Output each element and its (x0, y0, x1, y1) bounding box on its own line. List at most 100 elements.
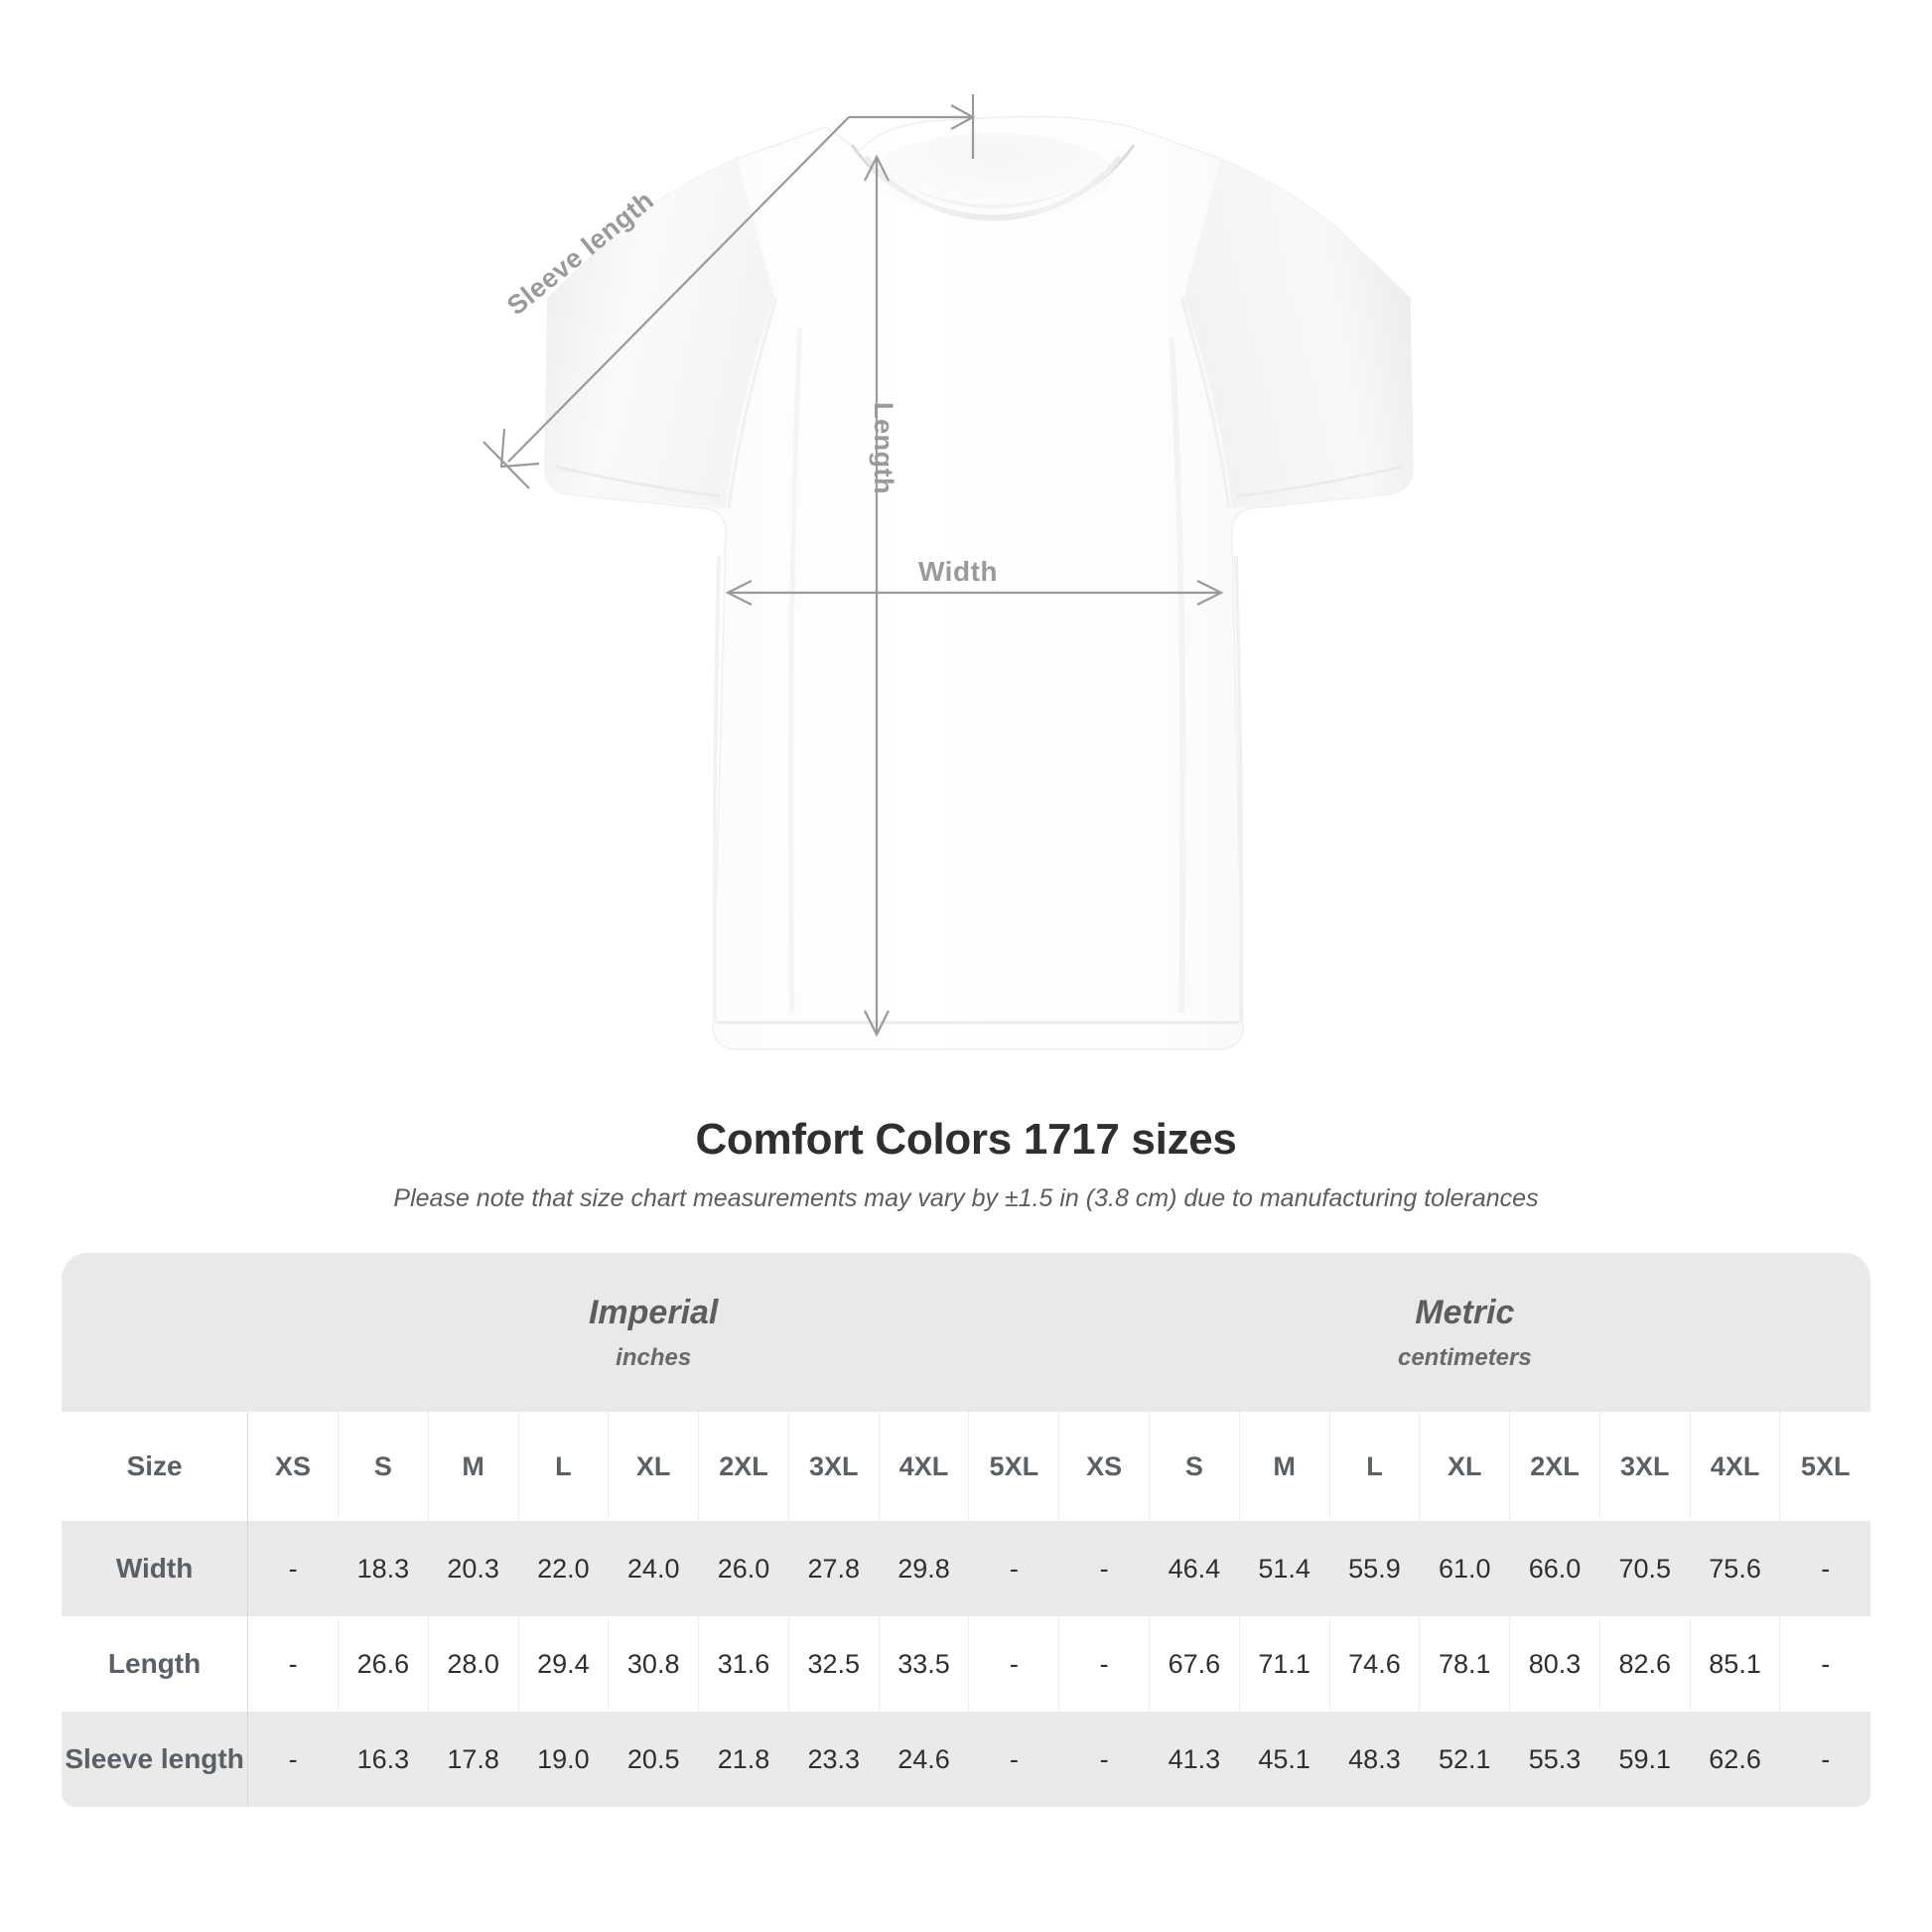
cell-length-imperial-xs: - (247, 1616, 339, 1712)
cell-width-metric-4xl: 75.6 (1690, 1521, 1781, 1616)
cell-sleeve-metric-l: 48.3 (1329, 1712, 1421, 1807)
unit-band-metric: Metric centimeters (1058, 1253, 1870, 1412)
cell-sleeve-metric-5xl: - (1779, 1712, 1870, 1807)
size-header-metric-s: S (1149, 1412, 1240, 1521)
size-table-wrapper: Imperial inches Metric centimeters Size … (0, 1253, 1932, 1807)
size-header-metric-xs: XS (1058, 1412, 1150, 1521)
size-header-metric-xl: XL (1419, 1412, 1511, 1521)
sleeve-length-arrow (483, 94, 976, 489)
unit-sub-imperial: inches (616, 1343, 692, 1371)
cell-width-imperial-l: 22.0 (518, 1521, 610, 1616)
cell-length-metric-4xl: 85.1 (1690, 1616, 1781, 1712)
shirt-shape (544, 115, 1414, 1050)
measurement-annotations (483, 94, 1224, 1037)
page-title: Comfort Colors 1717 sizes (695, 1115, 1237, 1164)
size-header-row: Size XS S M L XL 2XL 3XL 4XL 5XL XS S M … (62, 1412, 1870, 1521)
tshirt-diagram: Sleeve length Length Width (483, 94, 1414, 1050)
cell-sleeve-metric-4xl: 62.6 (1690, 1712, 1781, 1807)
cell-sleeve-imperial-m: 17.8 (428, 1712, 519, 1807)
cell-length-metric-xl: 78.1 (1419, 1616, 1511, 1712)
size-header-imperial-4xl: 4XL (879, 1412, 970, 1521)
unit-name-imperial: Imperial (588, 1293, 719, 1331)
cell-sleeve-imperial-3xl: 23.3 (788, 1712, 880, 1807)
cell-length-imperial-xl: 30.8 (608, 1616, 700, 1712)
cell-sleeve-metric-m: 45.1 (1239, 1712, 1330, 1807)
size-header-metric-5xl: 5XL (1779, 1412, 1870, 1521)
size-header-imperial-s: S (338, 1412, 429, 1521)
cell-width-metric-3xl: 70.5 (1599, 1521, 1691, 1616)
cell-length-imperial-l: 29.4 (518, 1616, 610, 1712)
cell-length-imperial-m: 28.0 (428, 1616, 519, 1712)
cell-length-metric-l: 74.6 (1329, 1616, 1421, 1712)
unit-sub-metric: centimeters (1397, 1343, 1532, 1371)
size-header-metric-l: L (1329, 1412, 1421, 1521)
cell-length-metric-m: 71.1 (1239, 1616, 1330, 1712)
cell-length-metric-2xl: 80.3 (1509, 1616, 1600, 1712)
cell-length-imperial-3xl: 32.5 (788, 1616, 880, 1712)
cell-sleeve-metric-2xl: 55.3 (1509, 1712, 1600, 1807)
cell-length-metric-s: 67.6 (1149, 1616, 1240, 1712)
cell-width-imperial-xl: 24.0 (608, 1521, 700, 1616)
cell-sleeve-metric-3xl: 59.1 (1599, 1712, 1691, 1807)
width-label: Width (918, 556, 998, 587)
cell-width-metric-s: 46.4 (1149, 1521, 1240, 1616)
cell-sleeve-metric-xl: 52.1 (1419, 1712, 1511, 1807)
size-table-body: Width - 18.3 20.3 22.0 24.0 26.0 27.8 29… (62, 1521, 1870, 1807)
cell-length-imperial-2xl: 31.6 (698, 1616, 789, 1712)
cell-length-metric-xs: - (1058, 1616, 1150, 1712)
cell-sleeve-imperial-xs: - (247, 1712, 339, 1807)
size-header-label: Size (62, 1412, 249, 1521)
cell-sleeve-imperial-4xl: 24.6 (879, 1712, 970, 1807)
cell-width-metric-5xl: - (1779, 1521, 1870, 1616)
unit-name-metric: Metric (1415, 1293, 1515, 1331)
cell-length-imperial-4xl: 33.5 (879, 1616, 970, 1712)
cell-sleeve-imperial-2xl: 21.8 (698, 1712, 789, 1807)
cell-width-metric-m: 51.4 (1239, 1521, 1330, 1616)
cell-sleeve-imperial-xl: 20.5 (608, 1712, 700, 1807)
row-label-length: Length (62, 1616, 249, 1712)
width-arrow (725, 580, 1224, 606)
cell-width-metric-2xl: 66.0 (1509, 1521, 1600, 1616)
cell-sleeve-imperial-s: 16.3 (338, 1712, 429, 1807)
size-header-metric-2xl: 2XL (1509, 1412, 1600, 1521)
cell-width-imperial-4xl: 29.8 (879, 1521, 970, 1616)
table-row: Width - 18.3 20.3 22.0 24.0 26.0 27.8 29… (62, 1521, 1870, 1616)
cell-sleeve-metric-xs: - (1058, 1712, 1150, 1807)
cell-length-imperial-5xl: - (968, 1616, 1060, 1712)
title-block: Comfort Colors 1717 sizes Please note th… (0, 1097, 1932, 1213)
cell-length-metric-5xl: - (1779, 1616, 1870, 1712)
size-header-imperial-3xl: 3XL (788, 1412, 880, 1521)
size-header-metric-m: M (1239, 1412, 1330, 1521)
size-header-imperial-xl: XL (608, 1412, 700, 1521)
cell-sleeve-imperial-5xl: - (968, 1712, 1060, 1807)
row-label-sleeve-length: Sleeve length (62, 1712, 249, 1807)
cell-width-metric-xl: 61.0 (1419, 1521, 1511, 1616)
cell-sleeve-metric-s: 41.3 (1149, 1712, 1240, 1807)
cell-width-metric-l: 55.9 (1329, 1521, 1421, 1616)
unit-band-spacer (62, 1253, 248, 1412)
length-arrow (864, 154, 890, 1037)
cell-width-imperial-2xl: 26.0 (698, 1521, 789, 1616)
size-header-imperial-l: L (518, 1412, 610, 1521)
table-row: Length - 26.6 28.0 29.4 30.8 31.6 32.5 3… (62, 1616, 1870, 1712)
cell-width-metric-xs: - (1058, 1521, 1150, 1616)
size-table: Imperial inches Metric centimeters Size … (62, 1253, 1870, 1807)
unit-band-row: Imperial inches Metric centimeters (62, 1253, 1870, 1412)
cell-width-imperial-xs: - (247, 1521, 339, 1616)
cell-length-imperial-s: 26.6 (338, 1616, 429, 1712)
size-header-imperial-xs: XS (247, 1412, 339, 1521)
cell-width-imperial-3xl: 27.8 (788, 1521, 880, 1616)
cell-width-imperial-s: 18.3 (338, 1521, 429, 1616)
table-row: Sleeve length - 16.3 17.8 19.0 20.5 21.8… (62, 1712, 1870, 1807)
cell-width-imperial-m: 20.3 (428, 1521, 519, 1616)
unit-band-imperial: Imperial inches (247, 1253, 1059, 1412)
row-label-width: Width (62, 1521, 249, 1616)
page-subtitle: Please note that size chart measurements… (393, 1184, 1539, 1212)
cell-length-metric-3xl: 82.6 (1599, 1616, 1691, 1712)
size-header-imperial-2xl: 2XL (698, 1412, 789, 1521)
cell-width-imperial-5xl: - (968, 1521, 1060, 1616)
tshirt-illustration (483, 94, 1414, 1050)
length-label: Length (869, 402, 898, 494)
size-header-imperial-5xl: 5XL (968, 1412, 1060, 1521)
